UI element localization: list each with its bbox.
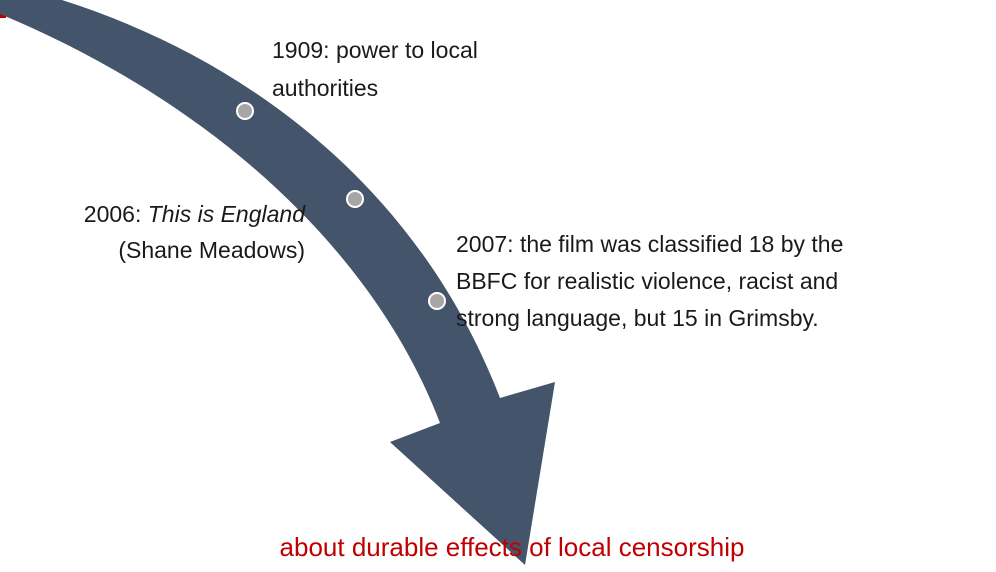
event-dot (428, 292, 446, 310)
event-text: authorities (272, 75, 378, 101)
event-text: strong language, but 15 in Grimsby. (456, 305, 819, 331)
caption: about durable effects of local censorshi… (280, 532, 745, 562)
event-text-part: 2006: (84, 201, 148, 227)
event-text: (Shane Meadows) (118, 237, 305, 263)
event-text: BBFC for realistic violence, racist and (456, 268, 838, 294)
event-text: 2006: This is England (84, 201, 306, 227)
event-title: This is England (148, 201, 306, 227)
event-text: 2007: the film was classified 18 by the (456, 231, 843, 257)
event-text: 1909: power to local (272, 37, 478, 63)
timeline-arrow (0, 0, 555, 565)
event-dot (236, 102, 254, 120)
event-dot (346, 190, 364, 208)
